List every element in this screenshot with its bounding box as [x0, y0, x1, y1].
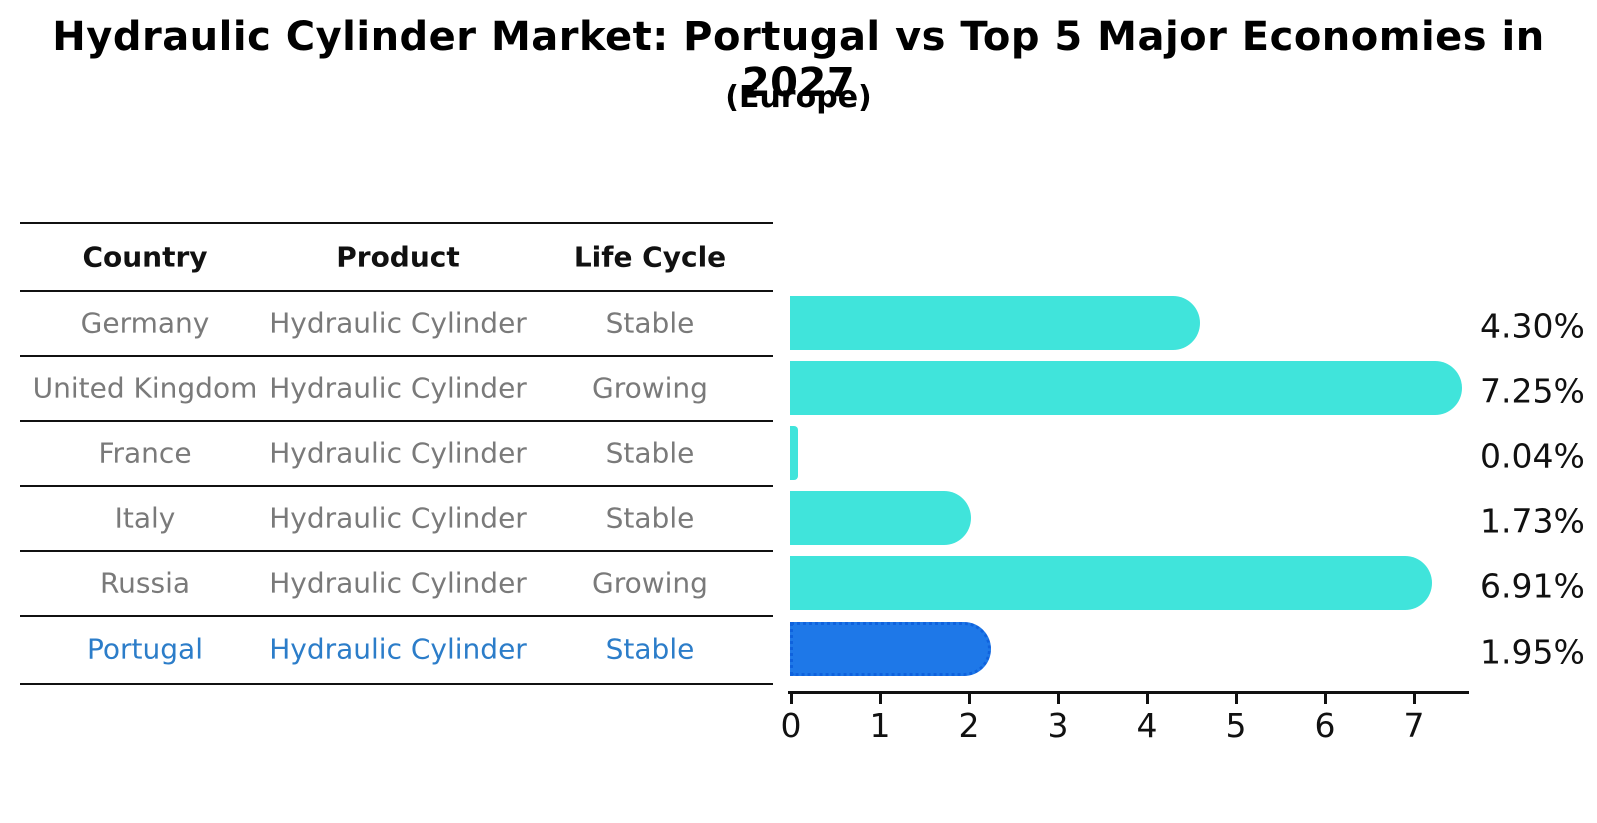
x-axis-tick-label: 3 — [1047, 706, 1069, 745]
table-divider-line — [20, 683, 773, 685]
x-axis-tick-label: 1 — [869, 706, 891, 745]
bar-value-label: 1.95% — [1480, 632, 1585, 672]
table-cell: Hydraulic Cylinder — [269, 306, 527, 339]
table-divider-line — [20, 615, 773, 617]
x-axis-tick-label: 7 — [1403, 706, 1425, 745]
bar-russia — [790, 555, 1432, 610]
x-axis-tick — [1324, 694, 1327, 704]
x-axis-tick — [968, 694, 971, 704]
bar-value-label: 1.73% — [1480, 501, 1585, 540]
bar-value-label: 4.30% — [1480, 306, 1585, 345]
table-cell: Portugal — [87, 632, 203, 666]
table-divider-line — [20, 420, 773, 422]
bar-value-label: 0.04% — [1480, 436, 1585, 475]
table-cell: United Kingdom — [32, 371, 258, 404]
x-axis-tick-label: 2 — [958, 706, 980, 745]
table-divider-line — [20, 485, 773, 487]
bar-italy — [790, 490, 971, 545]
x-axis-tick-label: 5 — [1225, 706, 1247, 745]
x-axis-tick — [1146, 694, 1149, 704]
bar-germany — [790, 295, 1200, 350]
table-cell: Italy — [114, 501, 176, 534]
x-axis-line — [788, 691, 1469, 694]
table-cell: Germany — [80, 306, 210, 339]
bar-value-label: 7.25% — [1480, 371, 1585, 410]
table-cell: Growing — [592, 566, 708, 599]
table-header-product: Product — [336, 240, 460, 274]
table-divider-line — [20, 222, 773, 224]
x-axis-tick-label: 6 — [1314, 706, 1336, 745]
x-axis-tick — [879, 694, 882, 704]
table-cell: Hydraulic Cylinder — [269, 632, 527, 666]
bar-united-kingdom — [790, 360, 1463, 415]
table-header-country: Country — [82, 240, 208, 274]
table-cell: Hydraulic Cylinder — [269, 501, 527, 534]
x-axis-tick — [1057, 694, 1060, 704]
table-cell: Hydraulic Cylinder — [269, 566, 527, 599]
bar-france — [790, 425, 798, 480]
x-axis-tick-label: 0 — [780, 706, 802, 745]
bar-portugal — [790, 622, 991, 676]
table-cell: Hydraulic Cylinder — [269, 436, 527, 469]
chart-subtitle: (Europe) — [725, 80, 872, 115]
table-cell: Stable — [605, 436, 695, 469]
table-divider-line — [20, 550, 773, 552]
table-cell: Stable — [605, 632, 695, 666]
table-cell: France — [98, 436, 192, 469]
x-axis-tick — [790, 694, 793, 704]
bar-value-label: 6.91% — [1480, 566, 1585, 605]
table-header-life-cycle: Life Cycle — [573, 240, 727, 274]
x-axis-tick — [1235, 694, 1238, 704]
table-cell: Russia — [99, 566, 191, 599]
table-divider-line — [20, 290, 773, 292]
x-axis-tick — [1413, 694, 1416, 704]
x-axis-tick-label: 4 — [1136, 706, 1158, 745]
table-cell: Growing — [592, 371, 708, 404]
table-cell: Stable — [605, 501, 695, 534]
table-cell: Stable — [605, 306, 695, 339]
table-divider-line — [20, 355, 773, 357]
table-cell: Hydraulic Cylinder — [269, 371, 527, 404]
chart-title: Hydraulic Cylinder Market: Portugal vs T… — [52, 14, 1545, 106]
